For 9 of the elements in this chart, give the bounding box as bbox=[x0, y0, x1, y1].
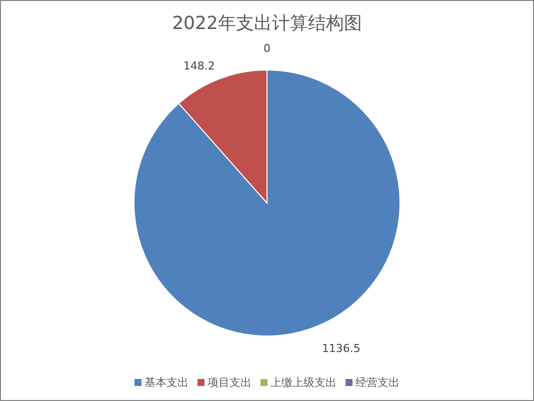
data-label: 148.2 bbox=[183, 60, 215, 73]
legend-label: 经营支出 bbox=[356, 376, 400, 389]
legend-label: 上缴上级支出 bbox=[270, 376, 336, 389]
chart-title: 2022年支出计算结构图 bbox=[172, 13, 362, 34]
pie-slice bbox=[134, 70, 400, 336]
legend-label: 项目支出 bbox=[208, 376, 252, 389]
legend-label: 基本支出 bbox=[144, 376, 188, 389]
data-label: 1136.5 bbox=[322, 342, 360, 355]
text: 0 bbox=[264, 42, 270, 55]
